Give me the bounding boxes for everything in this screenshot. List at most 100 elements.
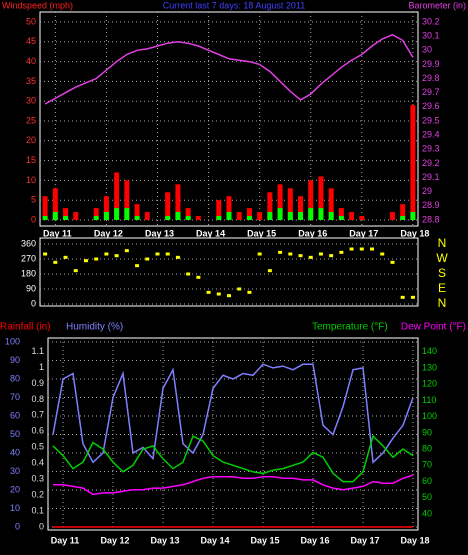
direction-point <box>308 255 313 259</box>
y2-tick-label: 90 <box>422 427 432 437</box>
y2-tick-label: N <box>438 236 447 250</box>
direction-point <box>390 260 395 264</box>
wind-bar <box>267 192 273 220</box>
direction-point <box>196 275 201 279</box>
y3-tick-label: 0.6 <box>31 426 44 436</box>
y-tick-label: 20 <box>26 135 36 145</box>
y-tick-label: 25 <box>26 115 36 125</box>
wind-bar <box>328 212 334 220</box>
wind-bar <box>338 216 344 220</box>
wind-bar <box>216 216 222 220</box>
y-tick-label: 0 <box>15 521 20 531</box>
y-tick-label: 10 <box>10 503 20 513</box>
y2-tick-label: 120 <box>422 379 437 389</box>
y3-tick-label: 1 <box>39 362 44 372</box>
y-tick-label: 70 <box>10 392 20 402</box>
direction-point <box>216 292 221 296</box>
wind-bar <box>165 192 171 220</box>
series-line <box>53 474 414 496</box>
wind-bar <box>410 105 416 220</box>
direction-point <box>206 290 211 294</box>
y3-tick-label: 0 <box>39 521 44 531</box>
wind-bar <box>165 216 171 220</box>
wind-bar <box>400 216 406 220</box>
direction-point <box>227 294 231 298</box>
y2-tick-label: 80 <box>422 443 432 453</box>
x-tick-label: Day 14 <box>196 228 225 238</box>
x-tick-label: Day 12 <box>100 535 129 545</box>
y2-tick-label: 29.7 <box>422 87 440 97</box>
direction-point <box>237 287 242 291</box>
wind-bar <box>257 212 263 220</box>
y-tick-label: 50 <box>26 16 36 26</box>
direction-point <box>94 257 99 261</box>
y-tick-label: 40 <box>10 447 20 457</box>
wind-bar <box>410 212 416 220</box>
y3-tick-label: 0.3 <box>31 474 44 484</box>
direction-point <box>288 252 293 256</box>
wind-bar <box>134 216 140 220</box>
series-line <box>44 33 414 105</box>
y3-tick-label: 0.4 <box>31 458 44 468</box>
direction-point <box>145 257 150 261</box>
y-tick-label: 50 <box>10 429 20 439</box>
y-tick-label: 0 <box>31 298 36 308</box>
x-tick-label: Day 16 <box>300 535 329 545</box>
y-tick-label: 10 <box>26 175 36 185</box>
y2-tick-label: 130 <box>422 362 437 372</box>
y2-tick-label: 50 <box>422 492 432 502</box>
direction-point <box>349 247 354 251</box>
series-label: Rainfall (in) <box>0 322 51 333</box>
y3-tick-label: 0.5 <box>31 442 44 452</box>
direction-point <box>380 252 385 256</box>
wind-bar <box>73 212 79 220</box>
wind-bar <box>103 212 109 220</box>
wind-bar <box>103 196 109 220</box>
direction-point <box>298 254 303 258</box>
wind-bar <box>318 176 324 220</box>
y-tick-label: 80 <box>10 373 20 383</box>
direction-point <box>410 295 415 299</box>
wind-bar <box>389 212 395 220</box>
wind-bar <box>175 184 181 220</box>
wind-bar <box>42 216 48 220</box>
y2-tick-label: 70 <box>422 460 432 470</box>
y3-tick-label: 0.1 <box>31 505 44 515</box>
wind-bar <box>52 212 58 220</box>
x-tick-label: Day 17 <box>349 228 378 238</box>
wind-bar <box>267 212 273 220</box>
wind-bar <box>246 208 252 220</box>
series-label: Humidity (%) <box>66 322 123 333</box>
y2-tick-label: 28.9 <box>422 200 440 210</box>
direction-point <box>359 247 364 251</box>
direction-point <box>257 252 262 256</box>
x-tick-label: Day 12 <box>94 228 123 238</box>
y-tick-label: 0 <box>31 214 36 224</box>
y3-tick-label: 0.7 <box>31 410 44 420</box>
direction-point <box>83 259 88 263</box>
wind-bar <box>277 184 283 220</box>
wind-bar <box>226 196 232 220</box>
wind-bar <box>287 212 293 220</box>
y2-tick-label: 29.5 <box>422 115 440 125</box>
direction-point <box>124 249 129 253</box>
wind-bar <box>318 208 324 220</box>
x-tick-label: Day 15 <box>250 535 279 545</box>
direction-point <box>53 260 58 264</box>
direction-point <box>318 252 323 256</box>
wind-bar <box>185 216 191 220</box>
series-label: Dew Point (°F) <box>401 322 466 333</box>
y3-tick-label: 1.1 <box>31 346 44 356</box>
wind-bar <box>175 212 181 220</box>
x-tick-label: Day 16 <box>298 228 327 238</box>
wind-bar <box>308 180 314 220</box>
y-tick-label: 30 <box>26 96 36 106</box>
wind-bar <box>287 188 293 220</box>
y2-tick-label: 29.1 <box>422 172 440 182</box>
x-tick-label: Day 11 <box>51 535 80 545</box>
y2-tick-label: 29.9 <box>422 59 440 69</box>
wind-bar <box>298 196 304 220</box>
y2-tick-label: 110 <box>422 395 436 405</box>
direction-point <box>400 295 405 299</box>
y2-tick-label: 60 <box>422 476 432 486</box>
